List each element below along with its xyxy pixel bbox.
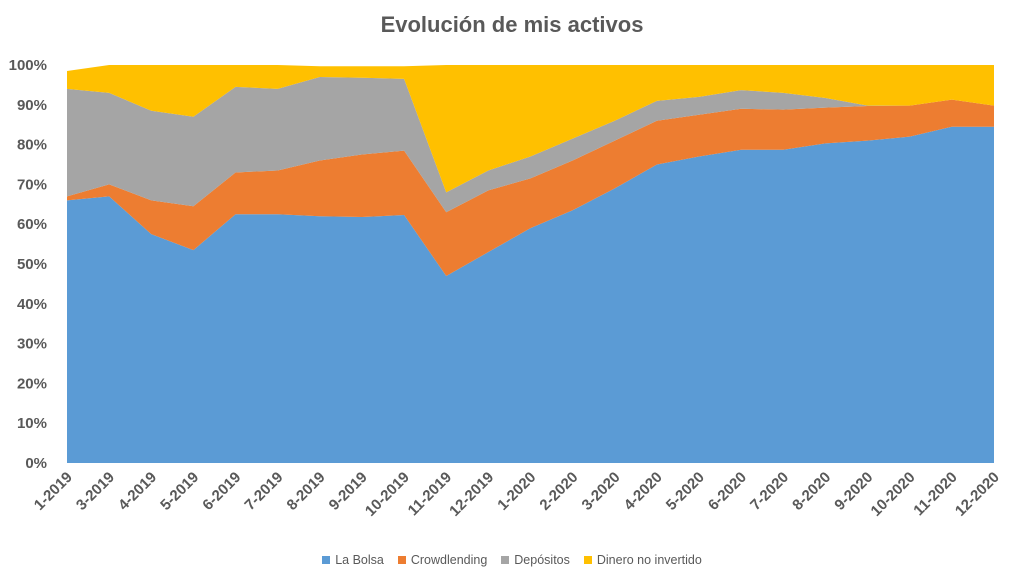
x-tick-label: 6-2020 xyxy=(705,469,750,514)
x-tick-label: 3-2020 xyxy=(579,469,624,514)
legend-swatch xyxy=(501,556,510,564)
legend: La Bolsa Crowdlending Depósitos Dinero no i… xyxy=(0,553,1024,567)
legend-item: Crowdlending xyxy=(397,553,488,567)
x-tick-label: 5-2020 xyxy=(663,469,708,514)
area-series-3 xyxy=(67,65,994,193)
x-tick-label: 10-2020 xyxy=(868,469,919,520)
legend-label: La Bolsa xyxy=(335,553,384,567)
y-tick-label: 60% xyxy=(17,216,47,233)
legend-swatch xyxy=(583,556,592,564)
area-series-1 xyxy=(67,99,994,276)
area-series-2 xyxy=(67,76,994,213)
x-tick-label: 4-2019 xyxy=(115,469,160,514)
x-tick-label: 1-2019 xyxy=(31,469,76,514)
x-tick-label: 10-2019 xyxy=(362,469,413,520)
x-tick-label: 7-2019 xyxy=(241,469,286,514)
x-tick-label: 11-2019 xyxy=(405,469,455,519)
x-tick-label: 2-2020 xyxy=(536,469,581,514)
x-tick-label: 12-2019 xyxy=(446,469,497,520)
x-tick-label: 12-2020 xyxy=(952,469,1003,520)
legend-label: Crowdlending xyxy=(410,553,488,567)
y-tick-label: 80% xyxy=(17,137,47,154)
y-tick-label: 40% xyxy=(17,296,47,313)
x-tick-label: 8-2020 xyxy=(789,469,834,514)
y-tick-label: 10% xyxy=(17,415,47,432)
y-tick-label: 50% xyxy=(17,256,47,273)
x-tick-label: 3-2019 xyxy=(73,469,118,514)
x-tick-label: 7-2020 xyxy=(747,469,792,514)
y-tick-label: 90% xyxy=(17,97,47,114)
x-tick-label: 5-2019 xyxy=(157,469,202,514)
legend-item: Dinero no invertido xyxy=(583,553,702,567)
legend-item: Depósitos xyxy=(501,553,570,567)
legend-item: La Bolsa xyxy=(322,553,384,567)
x-tick-label: 1-2020 xyxy=(494,469,539,514)
legend-label: Depósitos xyxy=(514,553,570,567)
x-tick-label: 6-2019 xyxy=(199,469,244,514)
legend-swatch xyxy=(322,556,331,564)
y-tick-label: 100% xyxy=(9,57,47,74)
y-tick-label: 30% xyxy=(17,336,47,353)
legend-label: Dinero no invertido xyxy=(596,553,702,567)
y-tick-label: 20% xyxy=(17,375,47,392)
x-tick-label: 11-2020 xyxy=(910,469,960,519)
x-tick-label: 8-2019 xyxy=(284,469,329,514)
chart-title: Evolución de mis activos xyxy=(380,12,644,37)
y-tick-label: 0% xyxy=(25,455,47,472)
x-tick-label: 4-2020 xyxy=(621,469,666,514)
legend-swatch xyxy=(397,556,406,564)
y-tick-label: 70% xyxy=(17,176,47,193)
area-series-0 xyxy=(67,126,994,463)
